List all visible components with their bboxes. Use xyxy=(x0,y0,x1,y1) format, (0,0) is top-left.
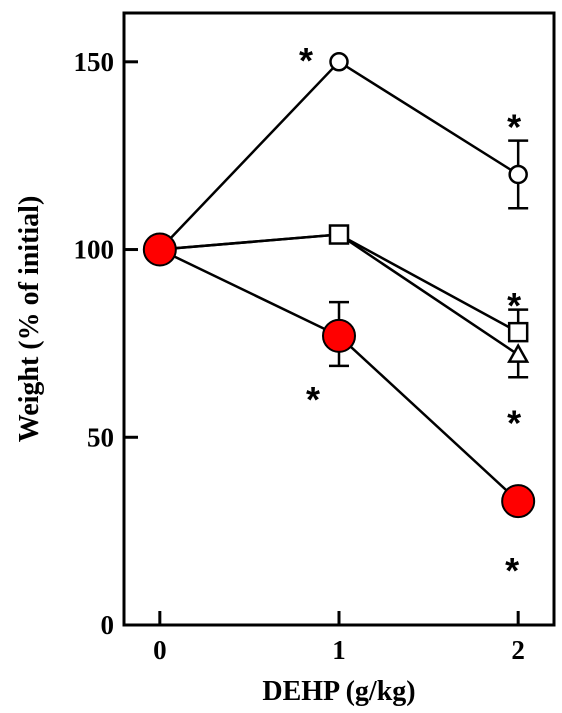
significance-marks: * * * * * * xyxy=(299,40,521,591)
data-point-filled-circle xyxy=(501,484,536,519)
significance-star: * xyxy=(505,550,519,591)
data-point-open-square xyxy=(507,321,529,343)
y-tick-label: 100 xyxy=(74,235,115,265)
significance-star: * xyxy=(507,106,521,147)
series-markers xyxy=(142,52,536,519)
data-point-open-circle xyxy=(508,164,528,185)
significance-star: * xyxy=(306,379,320,420)
series-lines xyxy=(158,60,520,503)
y-tick-label: 150 xyxy=(74,47,115,77)
y-tick-label: 50 xyxy=(87,422,114,452)
x-axis-title: DEHP (g/kg) xyxy=(262,676,415,707)
axis-ticks: 0 50 100 150 0 1 2 xyxy=(74,47,525,665)
data-point-open-circle xyxy=(329,52,349,72)
series-line xyxy=(159,248,520,503)
data-point-filled-circle xyxy=(322,318,356,353)
y-tick-label: 0 xyxy=(101,610,115,640)
x-tick-label: 0 xyxy=(153,635,167,665)
data-point-open-square xyxy=(328,224,350,245)
data-point-open-triangle xyxy=(507,343,530,363)
x-tick-label: 1 xyxy=(332,635,346,665)
series-line xyxy=(158,60,519,251)
x-tick-label: 2 xyxy=(511,635,525,665)
data-point-filled-circle xyxy=(142,232,177,267)
y-axis-title: Weight (% of initial) xyxy=(14,196,45,443)
significance-star: * xyxy=(299,40,313,81)
significance-star: * xyxy=(507,403,521,444)
significance-star: * xyxy=(507,285,521,326)
